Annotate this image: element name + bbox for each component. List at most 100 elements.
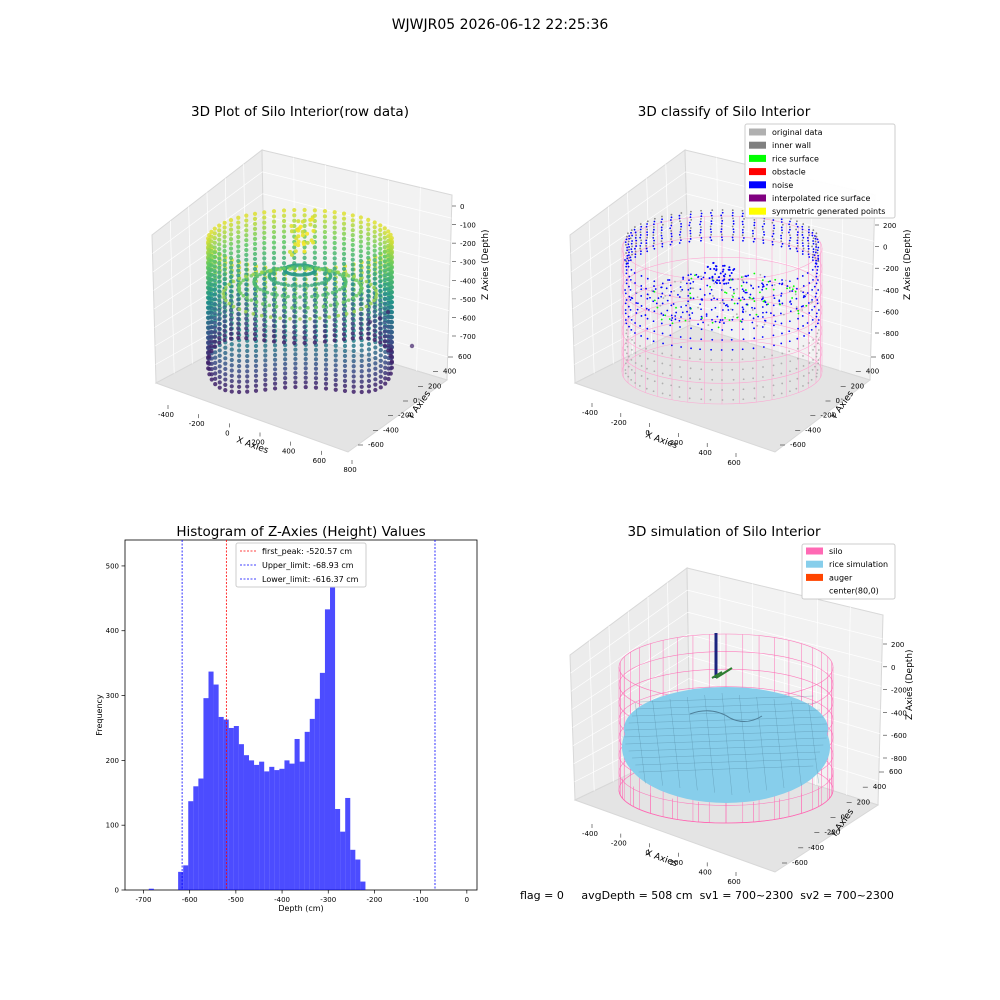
plot1-point [341,322,347,327]
plot2-point [721,301,724,303]
plot2-point [796,225,799,228]
plot2-point [800,305,803,308]
plot1-point [336,270,341,275]
plot1-point [292,207,297,213]
plot1-point [217,232,222,238]
plot2-point [742,237,745,239]
plot1-point [382,329,387,334]
plot1-point [351,343,356,348]
plot1-point [350,237,355,243]
plot1-point [316,282,321,286]
plot2-point [687,300,690,303]
plot1-point [217,270,222,275]
plot1-point [228,326,234,332]
plot2-point [811,309,813,311]
plot2-point [679,366,681,368]
plot2-point [719,319,722,321]
plot1-point [222,244,227,249]
plot1-point [330,290,335,295]
plot2-point [814,237,817,240]
plot1-point [358,258,363,263]
plot1-point [207,354,212,359]
plot2-point [700,212,703,215]
plot2-point [689,292,692,295]
plot1-point [262,235,267,241]
plot2-point [781,223,784,226]
plot2-point [796,244,799,247]
plot1-point [236,268,241,273]
plot2-y-tick-label: -400 [805,426,821,434]
plot2-point [815,259,818,262]
plot1-point [342,343,348,349]
plot1-point [222,333,227,338]
plot2-point [731,308,734,311]
plot2-point [815,275,818,278]
plot2-point [760,298,763,301]
plot1-point [372,220,377,225]
plot2-point [689,227,692,229]
plot2-point [711,318,713,321]
plot2-point [817,246,820,249]
plot2-point [806,272,809,274]
plot1-point [217,312,222,317]
plot1-point [222,309,227,315]
plot2-point [742,239,744,242]
plot2-point [635,302,638,304]
plot2-point [742,388,745,391]
plot2-point [711,378,714,381]
plot2-point [802,296,805,299]
plot1-point [212,236,217,241]
rice-mesh-line [687,696,698,791]
plot2-point [806,322,809,324]
plot2-point [772,288,775,291]
plot2-point [731,294,734,297]
plot2-point [625,252,628,254]
rice-mesh-line [635,758,817,766]
plot2-point [752,317,755,320]
plot2-point [718,279,721,282]
plot2-point [688,279,690,282]
plot1-point [298,295,302,299]
plot1-point [372,229,377,234]
plot1-point [236,239,241,244]
plot2-point [661,362,664,365]
plot1-point [272,386,278,391]
plot2-point [808,362,811,364]
plot1-point [350,247,355,252]
plot2-point [645,387,648,390]
plot2-point [817,254,820,257]
plot2-point [670,240,673,243]
plot2-point [725,292,728,294]
plot1-point [281,218,287,224]
plot1-point [382,339,387,344]
plot1-point [292,287,297,292]
plot1-point [364,279,369,284]
plot2-point [812,253,814,256]
plot1-point [237,374,242,379]
plot1-point [245,343,250,348]
plot2-point [700,218,702,220]
plot1-point [342,378,348,383]
histogram-reference-lines [181,540,436,890]
rice-mesh-line [625,723,827,731]
plot1-point [378,241,383,247]
plot1-point [229,368,234,373]
plot4-legend-frame [801,543,896,600]
plot4-y-tick-label: -400 [808,844,824,852]
plot2-point [811,231,814,234]
plot1-point [296,228,301,233]
plot2-point [817,265,819,268]
plot2-point [627,375,630,378]
plot2-point [762,346,765,348]
plot2-legend-label: noise [772,181,793,190]
plot1-point [236,258,241,264]
plot1-point [228,322,234,327]
plot2-point [756,324,759,327]
plot2-point [669,364,672,367]
plot2-point [797,317,799,320]
plot1-point [292,298,297,303]
plot2-point [645,287,647,290]
plot2-point [796,337,799,340]
plot1-point [262,220,267,225]
